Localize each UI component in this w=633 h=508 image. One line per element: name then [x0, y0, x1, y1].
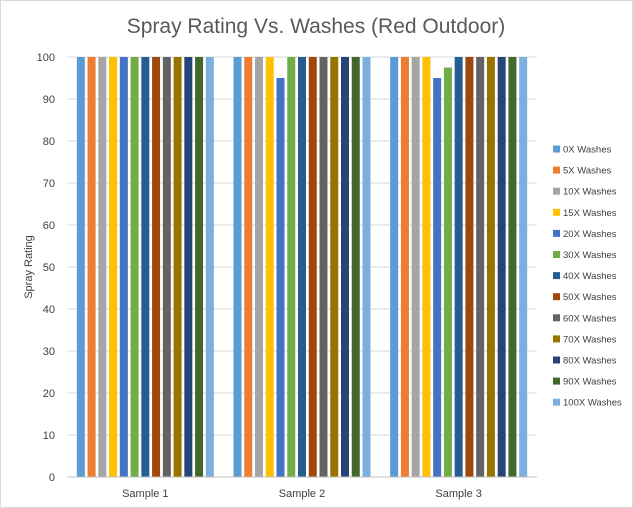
y-tick-label: 100 [37, 52, 55, 64]
x-tick-label: Sample 2 [279, 488, 325, 500]
legend-swatch [553, 166, 560, 174]
bar [330, 57, 339, 477]
legend-label: 70X Washes [563, 334, 617, 345]
y-tick-label: 40 [43, 304, 55, 316]
bar [341, 57, 349, 477]
legend-swatch [553, 398, 560, 406]
bar [244, 57, 253, 477]
x-tick-label: Sample 1 [122, 488, 168, 500]
bar [508, 57, 517, 477]
legend-label: 100X Washes [563, 398, 622, 409]
bar [308, 57, 317, 477]
bar [255, 57, 263, 477]
bar [109, 57, 118, 477]
bar [195, 57, 204, 477]
y-axis-label: Spray Rating [23, 235, 35, 299]
legend-label: 30X Washes [563, 250, 617, 261]
bar [400, 57, 409, 477]
y-tick-label: 60 [43, 220, 55, 232]
y-tick-label: 10 [43, 430, 55, 442]
chart-title: Spray Rating Vs. Washes (Red Outdoor) [127, 15, 506, 38]
bar [362, 57, 371, 477]
y-tick-label: 70 [43, 178, 55, 190]
legend-swatch [553, 187, 560, 195]
bar [390, 57, 399, 477]
legend-label: 50X Washes [563, 292, 617, 303]
legend-label: 60X Washes [563, 313, 617, 324]
y-tick-labels: 0 10 20 30 40 50 60 70 80 90 100 [37, 52, 55, 484]
legend-swatch [553, 293, 560, 301]
bar [411, 57, 420, 477]
legend-label: 80X Washes [563, 356, 617, 367]
x-tick-labels: Sample 1 Sample 2 Sample 3 [122, 488, 482, 500]
y-tick-label: 80 [43, 136, 55, 148]
bar [298, 57, 306, 477]
bar [422, 57, 431, 477]
legend-swatch [553, 377, 560, 385]
bar [454, 57, 463, 477]
bar [98, 57, 107, 477]
legend-swatch [553, 229, 560, 237]
bar [519, 57, 528, 477]
legend-label: 40X Washes [563, 271, 617, 282]
legend-label: 20X Washes [563, 229, 617, 240]
legend-swatch [553, 145, 560, 153]
bar [152, 57, 161, 477]
legend-swatch [553, 208, 560, 216]
bar [287, 57, 296, 477]
legend-label: 5X Washes [563, 166, 611, 177]
bar [130, 57, 139, 477]
bar [76, 57, 85, 477]
bar [476, 57, 485, 477]
legend-swatch [553, 356, 560, 364]
bar [173, 57, 182, 477]
legend: 0X Washes 5X Washes 10X Washes 15X Washes 20… [553, 145, 622, 409]
legend-swatch [553, 335, 560, 343]
bar [265, 57, 274, 477]
bar [233, 57, 242, 477]
bar [162, 57, 171, 477]
x-tick-label: Sample 3 [435, 488, 481, 500]
legend-label: 0X Washes [563, 145, 611, 156]
legend-swatch [553, 272, 560, 280]
y-tick-label: 90 [43, 94, 55, 106]
bar [87, 57, 96, 477]
bar [443, 67, 452, 477]
bar [497, 57, 506, 477]
legend-label: 90X Washes [563, 377, 617, 388]
legend-label: 10X Washes [563, 187, 617, 198]
bar [465, 57, 474, 477]
legend-label: 15X Washes [563, 208, 617, 219]
bar [319, 57, 328, 477]
bar [119, 57, 128, 477]
y-tick-label: 20 [43, 388, 55, 400]
bar [351, 57, 360, 477]
bar [184, 57, 193, 477]
bar [141, 57, 150, 477]
bar [276, 78, 285, 477]
bar [433, 78, 442, 477]
bar [205, 57, 214, 477]
legend-swatch [553, 314, 560, 322]
y-tick-label: 30 [43, 346, 55, 358]
bar [486, 57, 495, 477]
bars [76, 57, 528, 477]
legend-swatch [553, 251, 560, 258]
y-tick-label: 50 [43, 262, 55, 274]
y-tick-label: 0 [49, 472, 55, 484]
